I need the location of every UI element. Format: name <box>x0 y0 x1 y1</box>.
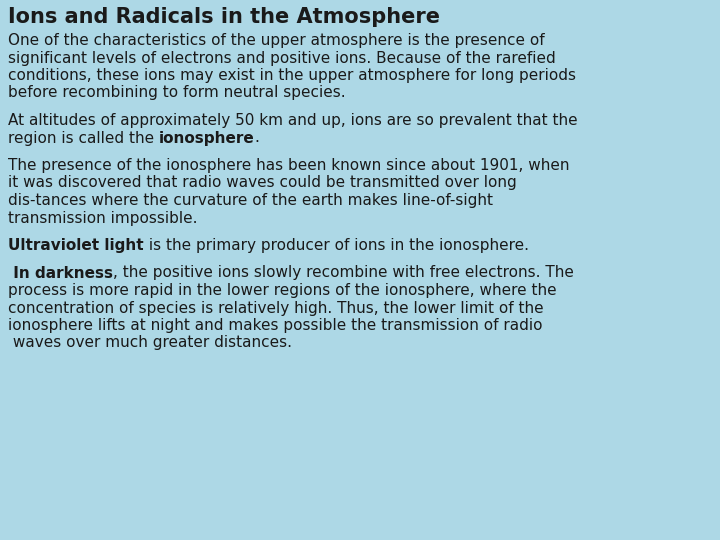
Text: waves over much greater distances.: waves over much greater distances. <box>8 335 292 350</box>
Text: The presence of the ionosphere has been known since about 1901, when: The presence of the ionosphere has been … <box>8 158 570 173</box>
Text: transmission impossible.: transmission impossible. <box>8 211 197 226</box>
Text: ionosphere: ionosphere <box>159 131 255 145</box>
Text: is the primary producer of ions in the ionosphere.: is the primary producer of ions in the i… <box>143 238 528 253</box>
Text: .: . <box>255 131 260 145</box>
Text: One of the characteristics of the upper atmosphere is the presence of: One of the characteristics of the upper … <box>8 33 544 48</box>
Text: significant levels of electrons and positive ions. Because of the rarefied: significant levels of electrons and posi… <box>8 51 556 65</box>
Text: region is called the: region is called the <box>8 131 159 145</box>
Text: dis-tances where the curvature of the earth makes line-of-sight: dis-tances where the curvature of the ea… <box>8 193 493 208</box>
Text: concentration of species is relatively high. Thus, the lower limit of the: concentration of species is relatively h… <box>8 300 544 315</box>
Text: it was discovered that radio waves could be transmitted over long: it was discovered that radio waves could… <box>8 176 517 191</box>
Text: Ions and Radicals in the Atmosphere: Ions and Radicals in the Atmosphere <box>8 7 440 27</box>
Text: In darkness: In darkness <box>8 266 113 280</box>
Text: , the positive ions slowly recombine with free electrons. The: , the positive ions slowly recombine wit… <box>113 266 574 280</box>
Text: At altitudes of approximately 50 km and up, ions are so prevalent that the: At altitudes of approximately 50 km and … <box>8 113 577 128</box>
Text: process is more rapid in the lower regions of the ionosphere, where the: process is more rapid in the lower regio… <box>8 283 557 298</box>
Text: ionosphere lifts at night and makes possible the transmission of radio: ionosphere lifts at night and makes poss… <box>8 318 542 333</box>
Text: conditions, these ions may exist in the upper atmosphere for long periods: conditions, these ions may exist in the … <box>8 68 576 83</box>
Text: Ultraviolet light: Ultraviolet light <box>8 238 143 253</box>
Text: before recombining to form neutral species.: before recombining to form neutral speci… <box>8 85 346 100</box>
